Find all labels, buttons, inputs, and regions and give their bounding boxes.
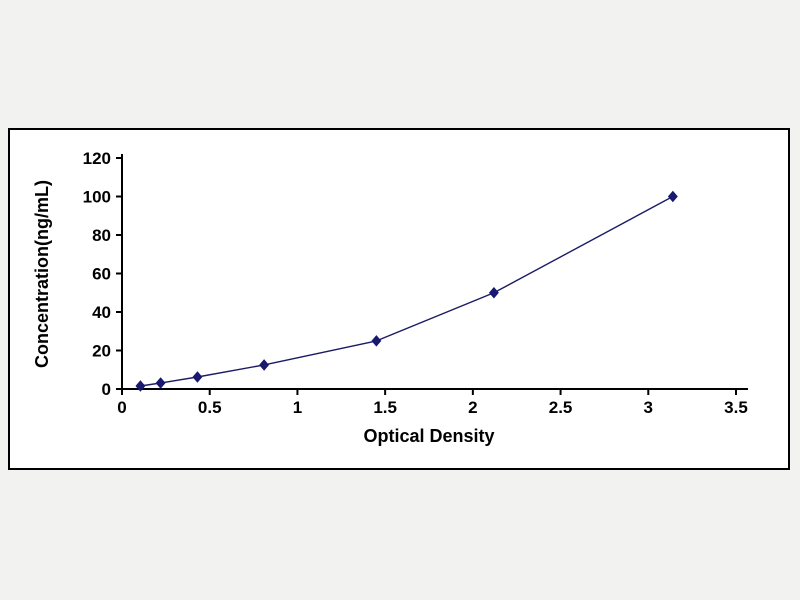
x-tick-label: 2	[468, 398, 477, 417]
chart-plot: 0 0.5 1 1.5 2 2.5 3 3.5 0 20 40 60 80 100 120	[83, 149, 748, 417]
series-standard-curve	[135, 190, 678, 392]
data-point-marker	[135, 380, 146, 392]
chart-panel: 0 0.5 1 1.5 2 2.5 3 3.5 0 20 40 60 80 100 120 Optical …	[8, 128, 790, 470]
data-point-marker	[667, 190, 678, 203]
x-tick-label: 1.5	[373, 398, 397, 417]
data-point-marker	[192, 371, 203, 383]
y-axis-ticks: 0 20 40 60 80 100 120	[83, 149, 122, 399]
y-tick-label: 80	[92, 226, 111, 245]
x-tick-label: 3	[644, 398, 653, 417]
x-tick-label: 0.5	[198, 398, 222, 417]
data-point-marker	[488, 286, 499, 299]
y-tick-label: 0	[102, 380, 111, 399]
x-axis-ticks: 0 0.5 1 1.5 2 2.5 3 3.5	[117, 389, 748, 417]
axes	[121, 154, 748, 390]
x-tick-label: 0	[117, 398, 126, 417]
y-axis-title: Concentration(ng/mL)	[32, 180, 52, 368]
y-tick-label: 100	[83, 188, 111, 207]
x-tick-label: 3.5	[724, 398, 748, 417]
data-point-marker	[155, 377, 166, 389]
x-axis-title: Optical Density	[363, 426, 494, 446]
y-tick-label: 120	[83, 149, 111, 168]
y-tick-label: 40	[92, 303, 111, 322]
x-tick-label: 1	[293, 398, 302, 417]
data-point-marker	[259, 359, 270, 371]
y-tick-label: 60	[92, 265, 111, 284]
chart-svg: 0 0.5 1 1.5 2 2.5 3 3.5 0 20 40 60 80 100 120 Optical …	[32, 149, 748, 446]
y-tick-label: 20	[92, 342, 111, 361]
data-point-marker	[371, 335, 382, 347]
x-tick-label: 2.5	[549, 398, 573, 417]
